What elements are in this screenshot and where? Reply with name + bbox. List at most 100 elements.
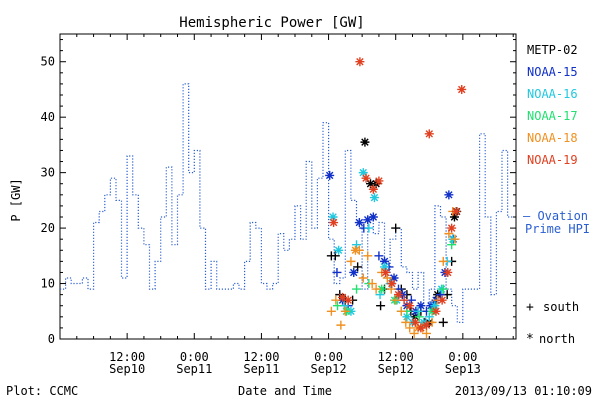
north-point bbox=[405, 301, 415, 311]
south-point bbox=[450, 234, 460, 244]
series-noaa-18 bbox=[326, 206, 460, 338]
north-point bbox=[349, 267, 359, 277]
y-axis: 0 10 20 30 40 50 bbox=[41, 39, 516, 346]
south-point bbox=[367, 279, 377, 289]
south-point bbox=[363, 251, 373, 261]
south-point bbox=[391, 223, 401, 233]
legend-noaa-18: NOAA-18 bbox=[527, 131, 578, 145]
south-point bbox=[447, 240, 457, 250]
ovation-prime-hpi-line bbox=[60, 83, 514, 323]
north-point bbox=[449, 212, 459, 222]
legend-noaa-17: NOAA-17 bbox=[527, 109, 578, 123]
north-point bbox=[394, 290, 404, 300]
y-axis-label: P [GW] bbox=[9, 178, 23, 221]
north-point bbox=[361, 173, 371, 183]
south-point bbox=[358, 273, 368, 283]
south-point bbox=[405, 323, 415, 333]
footer-timestamp: 2013/09/13 01:10:09 bbox=[455, 384, 592, 398]
y-tick-label: 50 bbox=[41, 55, 55, 69]
north-point bbox=[451, 206, 461, 216]
north-point bbox=[402, 312, 412, 322]
north-point bbox=[421, 320, 431, 330]
y-tick-label: 40 bbox=[41, 110, 55, 124]
south-point bbox=[346, 256, 356, 266]
north-marker-symbol: * bbox=[526, 332, 534, 347]
south-point bbox=[333, 301, 343, 311]
south-point bbox=[438, 256, 448, 266]
south-point bbox=[438, 317, 448, 327]
north-point bbox=[381, 267, 391, 277]
south-point bbox=[353, 262, 363, 272]
north-point bbox=[389, 273, 399, 283]
north-point bbox=[343, 295, 353, 305]
north-point bbox=[380, 256, 390, 266]
x-tick-time: 12:00 bbox=[378, 350, 414, 364]
south-point bbox=[376, 301, 386, 311]
ovation-label-line2: Prime HPI bbox=[525, 222, 590, 236]
chart-title: Hemispheric Power [GW] bbox=[179, 15, 364, 31]
south-point bbox=[364, 223, 374, 233]
south-point bbox=[352, 284, 362, 294]
x-tick-time: 0:00 bbox=[180, 350, 209, 364]
legend-noaa-15: NOAA-15 bbox=[527, 65, 578, 79]
satellite-scatter-points bbox=[325, 57, 467, 338]
north-point bbox=[443, 267, 453, 277]
south-point bbox=[352, 240, 362, 250]
north-point bbox=[380, 262, 390, 272]
x-axis: 12:00Sep100:00Sep1112:00Sep110:00Sep1212… bbox=[76, 34, 514, 376]
north-point bbox=[377, 284, 387, 294]
south-point bbox=[401, 317, 411, 327]
south-point bbox=[414, 312, 424, 322]
y-tick-label: 20 bbox=[41, 221, 55, 235]
x-tick-date: Sep11 bbox=[176, 362, 212, 376]
north-point bbox=[329, 218, 339, 228]
south-marker-symbol: + bbox=[526, 300, 534, 315]
north-point bbox=[338, 292, 348, 302]
marker-key: + south * north bbox=[526, 300, 579, 347]
north-point bbox=[369, 193, 379, 203]
north-point bbox=[354, 218, 364, 228]
hpi-step-line bbox=[60, 83, 514, 323]
series-noaa-19 bbox=[329, 57, 467, 333]
north-point bbox=[437, 295, 447, 305]
x-tick-time: 0:00 bbox=[448, 350, 477, 364]
south-point bbox=[413, 306, 423, 316]
south-point bbox=[396, 306, 406, 316]
north-point bbox=[325, 170, 335, 180]
south-point bbox=[326, 306, 336, 316]
y-tick-label: 0 bbox=[48, 332, 55, 346]
x-tick-time: 12:00 bbox=[109, 350, 145, 364]
north-point bbox=[368, 212, 378, 222]
south-point bbox=[340, 306, 350, 316]
south-point bbox=[409, 328, 419, 338]
south-point bbox=[374, 251, 384, 261]
footer-xlabel: Date and Time bbox=[238, 384, 332, 398]
x-tick-date: Sep13 bbox=[445, 362, 481, 376]
north-point bbox=[366, 179, 376, 189]
x-tick-date: Sep12 bbox=[378, 362, 414, 376]
legend-noaa-19: NOAA-19 bbox=[527, 153, 578, 167]
north-point bbox=[410, 317, 420, 327]
north-point bbox=[416, 323, 426, 333]
north-point bbox=[328, 212, 338, 222]
north-point bbox=[431, 306, 441, 316]
legend-metp-02: METP-02 bbox=[527, 43, 578, 57]
x-tick-time: 12:00 bbox=[243, 350, 279, 364]
south-point bbox=[371, 284, 381, 294]
footer-plot-credit: Plot: CCMC bbox=[6, 384, 78, 398]
south-point bbox=[336, 320, 346, 330]
north-point bbox=[334, 245, 344, 255]
legend-noaa-16: NOAA-16 bbox=[527, 87, 578, 101]
south-point bbox=[331, 295, 341, 305]
north-point bbox=[368, 184, 378, 194]
north-point bbox=[387, 279, 397, 289]
north-point bbox=[444, 190, 454, 200]
north-point bbox=[447, 223, 457, 233]
north-point bbox=[416, 301, 426, 311]
north-point bbox=[363, 215, 373, 225]
north-point bbox=[430, 301, 440, 311]
south-point bbox=[421, 328, 431, 338]
north-point bbox=[374, 176, 384, 186]
north-marker-label: north bbox=[539, 332, 575, 346]
